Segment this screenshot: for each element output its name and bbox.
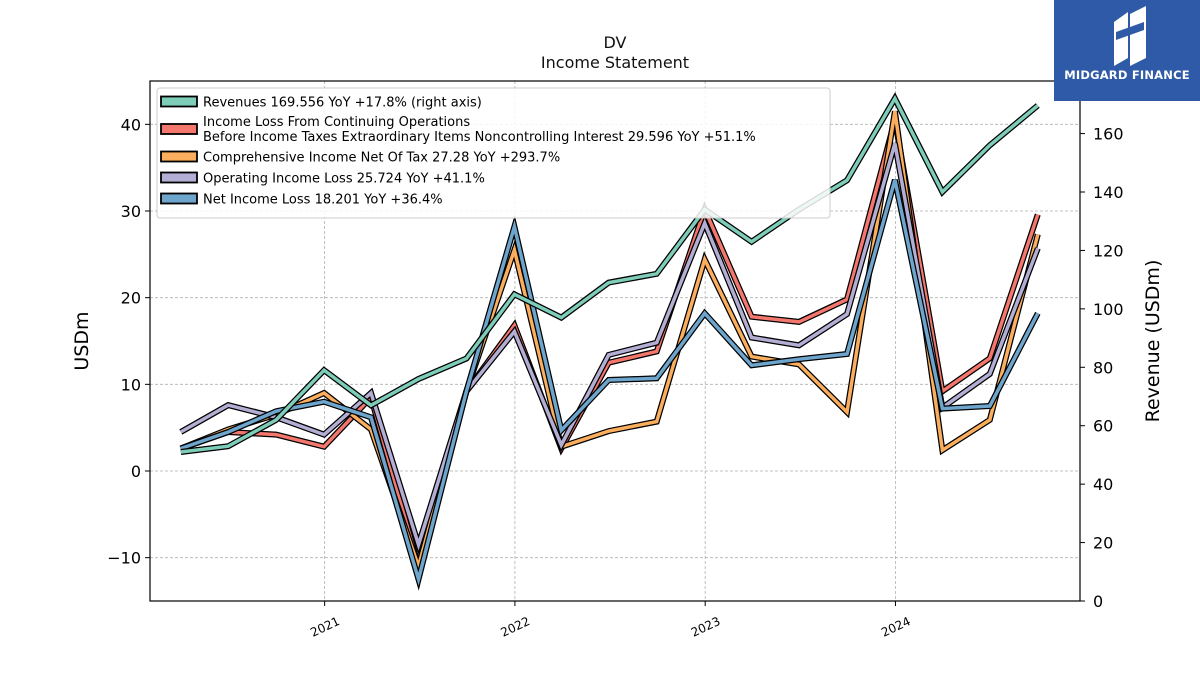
chart-subtitle: Income Statement <box>540 53 690 72</box>
y-right-tick-label: 120 <box>1093 241 1124 260</box>
series-operating-income-loss <box>179 142 1041 555</box>
legend-swatch <box>160 95 198 108</box>
legend-swatch <box>160 171 198 184</box>
legend-entry: Income Loss From Continuing Operations Be… <box>203 115 756 145</box>
y-tick-label: 10 <box>121 375 141 394</box>
legend-entry: Operating Income Loss 25.724 YoY +41.1% <box>203 172 485 187</box>
chart-title: DV <box>603 33 627 52</box>
legend: Revenues 169.556 YoY +17.8% (right axis)… <box>156 87 831 219</box>
y-right-tick-label: 140 <box>1093 183 1124 202</box>
x-tick-label: 2023 <box>689 614 723 640</box>
x-tick-label: 2021 <box>308 614 342 640</box>
legend-swatch <box>160 192 198 205</box>
y-right-tick-label: 20 <box>1093 534 1113 553</box>
y-right-tick-label: 80 <box>1093 358 1113 377</box>
y-right-tick-label: 0 <box>1093 592 1103 611</box>
legend-box <box>156 87 831 219</box>
y-tick-label: 0 <box>131 462 141 481</box>
y-tick-label: 20 <box>121 289 141 308</box>
series-comprehensive-income-net-of-tax <box>179 110 1041 577</box>
legend-entry: Net Income Loss 18.201 YoY +36.4% <box>203 193 443 208</box>
x-tick-label: 2024 <box>879 614 913 640</box>
y-tick-label: 40 <box>121 115 141 134</box>
y-right-tick-label: 60 <box>1093 417 1113 436</box>
series-revenues <box>180 92 1040 455</box>
x-tick-label: 2022 <box>499 614 533 640</box>
legend-entry: Revenues 169.556 YoY +17.8% (right axis) <box>203 96 482 111</box>
series-operating-income-loss-line <box>179 142 1040 551</box>
midgard-logo-icon <box>1114 6 1146 66</box>
legend-swatch <box>160 150 198 163</box>
y-right-axis-label: Revenue (USDm) <box>1142 260 1164 423</box>
plot-frame <box>149 80 1081 602</box>
y-tick-label: 30 <box>121 202 141 221</box>
legend-swatch <box>160 123 198 135</box>
y-axis-label: USDm <box>71 311 93 370</box>
series-net-income-loss <box>179 179 1041 591</box>
brand-name: MIDGARD FINANCE <box>1064 68 1190 82</box>
series-net-income-loss-line <box>180 179 1040 586</box>
series-revenues-line <box>180 94 1039 454</box>
series-comprehensive-income-net-of-tax-line <box>180 111 1040 573</box>
brand-logo: MIDGARD FINANCE <box>1054 0 1200 101</box>
y-right-tick-label: 100 <box>1093 300 1124 319</box>
y-tick-label: −10 <box>107 549 141 568</box>
legend-entry: Comprehensive Income Net Of Tax 27.28 Yo… <box>203 151 560 166</box>
y-right-tick-label: 40 <box>1093 475 1113 494</box>
series-layer <box>179 92 1041 591</box>
grid-lines <box>150 81 1080 601</box>
y-right-tick-label: 160 <box>1093 125 1124 144</box>
